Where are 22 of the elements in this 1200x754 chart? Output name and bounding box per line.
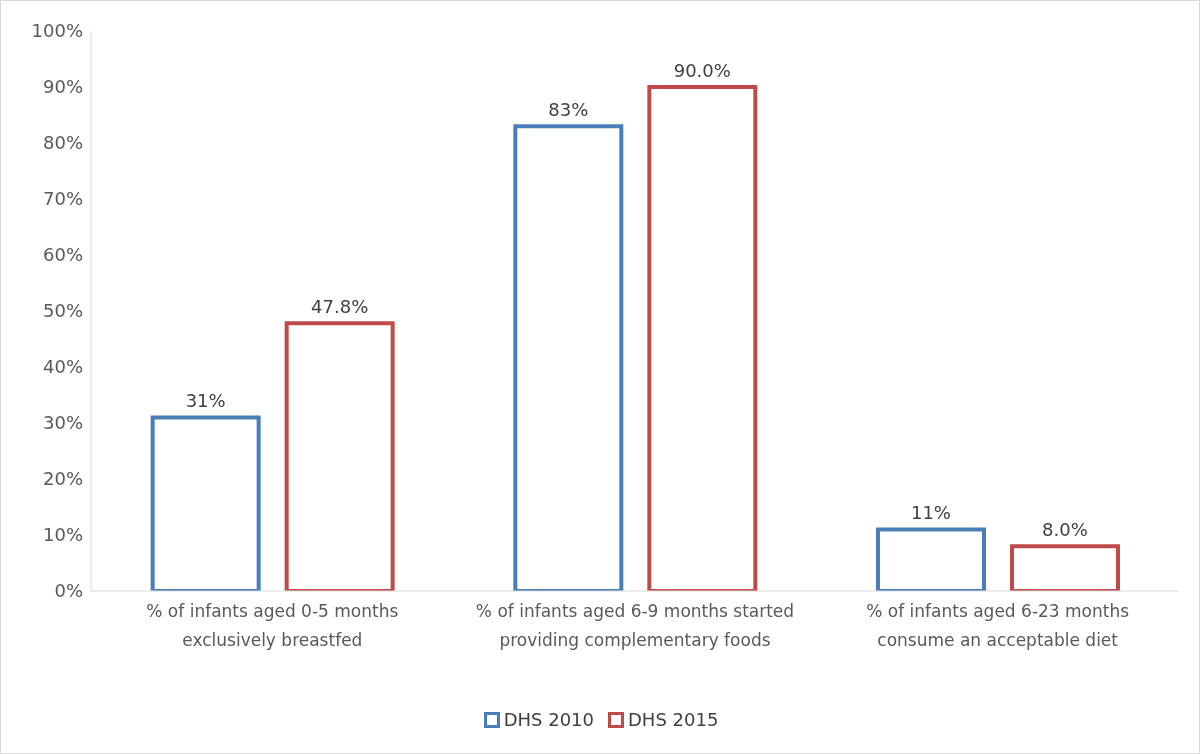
y-tick-label: 50%	[42, 300, 83, 322]
x-tick-label: % of infants aged 6-23 months consume an acceptable diet	[866, 601, 1130, 651]
y-tick-label: 100%	[31, 20, 83, 42]
x-tick-label: % of infants aged 0-5 months exclusively breastfed	[146, 601, 399, 651]
data-label: 90.0%	[673, 60, 731, 81]
y-tick-label: 40%	[42, 356, 83, 378]
x-tick-label: % of infants aged 6-9 months started providing complementary foods	[475, 601, 795, 651]
y-tick-label: 90%	[42, 76, 83, 98]
data-label: 47.8%	[311, 296, 369, 318]
legend-label: DHS 2015	[628, 709, 719, 730]
y-tick-label: 60%	[42, 244, 83, 266]
y-tick-label: 20%	[42, 468, 83, 490]
y-tick-label: 30%	[42, 412, 83, 434]
data-label: 8.0%	[1042, 519, 1088, 541]
y-tick-label: 10%	[42, 524, 83, 546]
legend-label: DHS 2010	[503, 709, 594, 730]
y-tick-label: 0%	[54, 580, 83, 602]
y-tick-label: 80%	[42, 132, 83, 154]
y-tick-label: 70%	[42, 188, 83, 210]
data-label: 11%	[910, 502, 951, 524]
data-label: 31%	[185, 390, 226, 412]
data-label: 83%	[548, 99, 589, 121]
